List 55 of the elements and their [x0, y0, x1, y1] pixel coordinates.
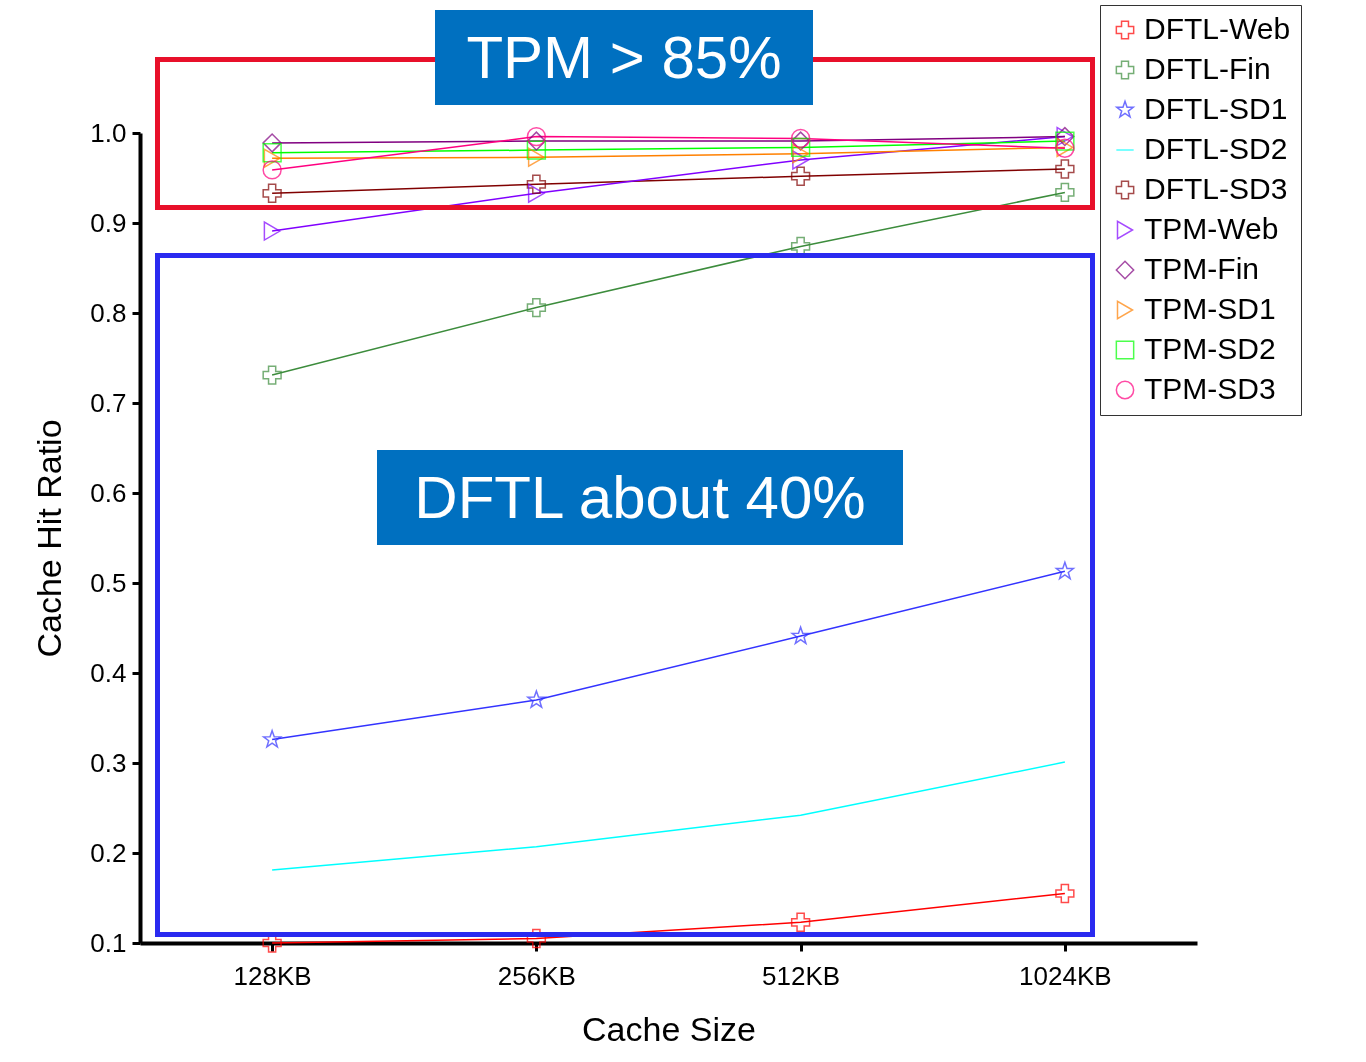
point	[262, 143, 282, 163]
point	[790, 912, 811, 932]
y-tick-label: 0.1	[90, 927, 127, 958]
legend-label: TPM-Fin	[1144, 252, 1259, 285]
y-tick-label: 1.0	[90, 117, 127, 148]
point	[1055, 883, 1075, 904]
legend-label: DFTL-SD1	[1144, 92, 1288, 125]
legend-label: DFTL-Web	[1144, 12, 1291, 45]
legend-label: TPM-SD1	[1144, 292, 1276, 325]
point	[526, 174, 547, 194]
y-tick-label: 0.5	[90, 567, 127, 598]
legend-label: DFTL-SD3	[1144, 172, 1288, 205]
point	[527, 690, 546, 708]
x-tick-label: 512KB	[762, 960, 841, 991]
point	[792, 144, 810, 164]
point	[262, 133, 282, 153]
legend-label: TPM-SD3	[1144, 372, 1276, 405]
point	[262, 365, 282, 385]
x-tick-label: 256KB	[497, 960, 576, 991]
point	[262, 160, 282, 180]
point	[526, 297, 547, 318]
text: TPM > 85%	[435, 10, 813, 105]
x-tick-label: 128KB	[233, 960, 312, 991]
y-axis-title: Cache Hit Ratio	[30, 419, 69, 658]
point	[1055, 561, 1075, 580]
x-axis-title: Cache Size	[582, 1009, 756, 1048]
legend-label: DFTL-Fin	[1144, 52, 1271, 85]
point	[790, 166, 811, 186]
point	[791, 626, 810, 645]
line-series	[271, 761, 1066, 871]
point	[263, 148, 281, 168]
point	[262, 183, 282, 203]
point	[263, 221, 281, 241]
annotation: DFTL about 40%	[377, 450, 903, 545]
point	[1055, 159, 1075, 179]
point	[527, 183, 545, 203]
legend-label: DFTL-SD2	[1144, 132, 1288, 165]
point	[526, 140, 547, 160]
point	[1055, 182, 1075, 203]
legend-label: TPM-Web	[1144, 212, 1279, 245]
y-tick-label: 0.8	[90, 297, 127, 328]
y-tick-label: 0.2	[90, 837, 127, 868]
legend-label: TPM-SD2	[1144, 332, 1276, 365]
y-tick-label: 0.3	[90, 747, 127, 778]
point	[526, 131, 547, 151]
point	[1055, 131, 1075, 151]
point	[526, 126, 547, 147]
x-tick-label: 1024KB	[1019, 960, 1112, 991]
y-tick-label: 0.4	[90, 657, 127, 688]
y-tick-label: 0.6	[90, 477, 127, 508]
point	[527, 147, 545, 167]
y-tick-label: 0.7	[90, 387, 127, 418]
point	[790, 137, 811, 158]
y-tick-label: 0.9	[90, 207, 127, 238]
point	[262, 729, 282, 748]
